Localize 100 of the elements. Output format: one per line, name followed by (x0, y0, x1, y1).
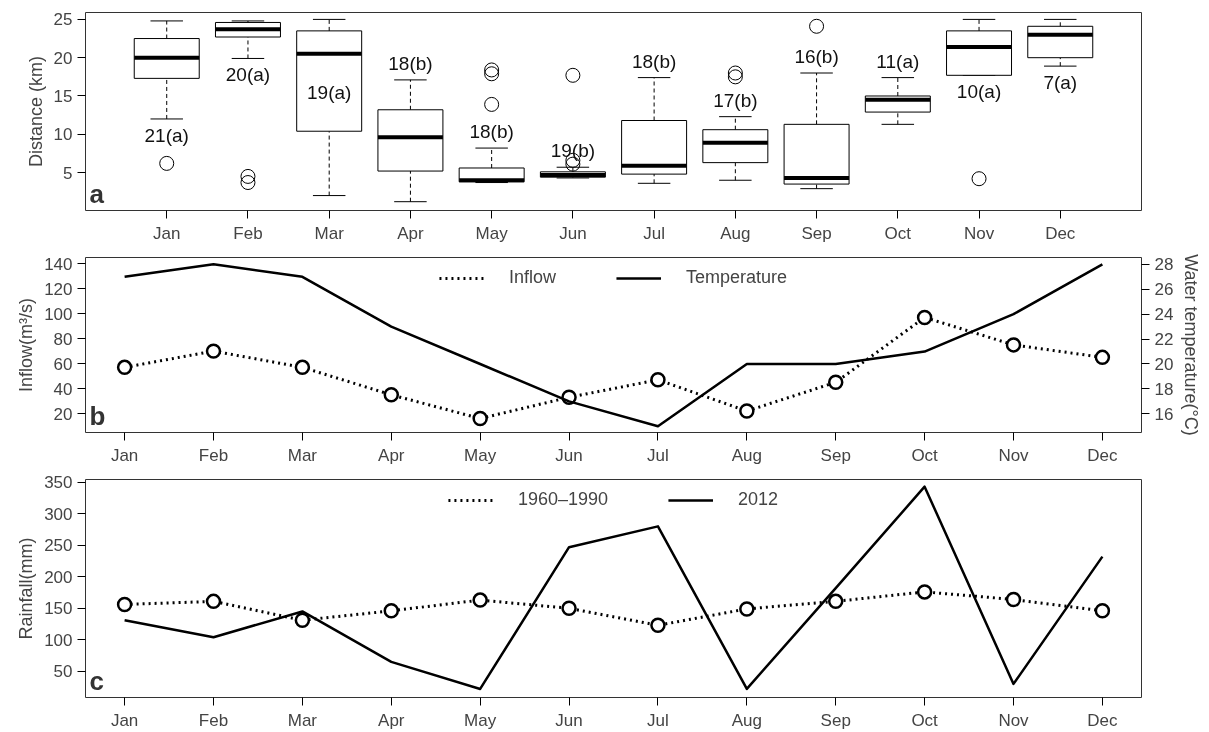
y-tick-label: 15 (53, 86, 73, 106)
y-tick-label: 25 (53, 10, 73, 30)
annotation: 7(a) (1043, 72, 1078, 94)
x-tick-label: Oct (884, 223, 912, 243)
annotation: b (89, 400, 106, 431)
x-tick-label: Oct (911, 710, 939, 730)
x-tick-label: Apr (378, 710, 405, 730)
y-tick-label: 40 (53, 379, 73, 399)
x-tick-label: Jul (643, 223, 665, 243)
x-tick-label: Jun (559, 223, 587, 243)
point (827, 593, 844, 610)
y-tick-label: 140 (44, 254, 73, 274)
point (650, 372, 666, 388)
x-tick-label: Aug (731, 445, 762, 465)
y-axis-title: Rainfall(mm) (16, 537, 37, 640)
x-tick-label: Aug (720, 223, 751, 243)
x-tick-label: Jan (153, 223, 181, 243)
x-tick-label: Nov (963, 223, 995, 243)
y2-tick-label: 28 (1154, 255, 1174, 275)
x-tick-label: Mar (287, 710, 318, 730)
point (294, 359, 311, 376)
x-tick-label: Jun (555, 710, 583, 730)
x-tick-label: Dec (1087, 445, 1118, 465)
x-tick-label: Jan (110, 445, 139, 465)
y-tick-label: 80 (53, 329, 73, 349)
x-tick-label: Dec (1087, 710, 1118, 730)
x-tick-label: Feb (198, 445, 229, 465)
legend-label: 2012 (738, 489, 779, 510)
y2-tick-label: 24 (1154, 305, 1174, 325)
x-tick-label: Apr (378, 445, 405, 465)
x-tick-label: Sep (801, 223, 832, 243)
annotation: a (89, 178, 105, 209)
y2-tick-label: 18 (1154, 379, 1174, 399)
y-tick-label: 250 (44, 536, 73, 556)
y-tick-label: 350 (44, 473, 73, 493)
x-tick-label: Jul (647, 710, 669, 730)
point (472, 592, 488, 608)
y-tick-label: 200 (44, 567, 73, 587)
legend-label: 1960–1990 (517, 489, 609, 510)
line-series (123, 485, 1104, 691)
x-tick-label: Jun (555, 445, 583, 465)
y-tick-label: 300 (44, 504, 73, 524)
y2-tick-label: 16 (1154, 404, 1174, 424)
y-tick-label: 120 (44, 279, 73, 299)
y-tick-label: 100 (44, 304, 73, 324)
x-tick-label: Aug (731, 710, 762, 730)
point (472, 410, 488, 427)
y-tick-label: 5 (63, 163, 73, 183)
point (383, 387, 400, 403)
y-tick-label: 20 (53, 48, 73, 68)
legend-label: Temperature (685, 267, 788, 288)
legend-label: Inflow (508, 267, 556, 288)
annotation: 21(a) (144, 124, 189, 146)
point (294, 612, 311, 628)
y2-axis-title: Water temperature(°C) (1181, 254, 1202, 436)
annotation: c (89, 665, 104, 696)
annotation: 19(b) (550, 140, 596, 162)
x-tick-label: May (475, 223, 509, 243)
annotation: 18(b) (469, 121, 514, 143)
point (1005, 591, 1022, 608)
x-tick-label: May (464, 710, 497, 730)
y-tick-label: 10 (53, 125, 73, 145)
y-tick-label: 60 (53, 354, 73, 374)
x-tick-label: Feb (233, 223, 263, 243)
point (561, 600, 577, 617)
point (739, 403, 755, 419)
x-tick-label: May (464, 445, 497, 465)
y2-tick-label: 22 (1154, 330, 1174, 350)
x-tick-label: Jan (110, 710, 139, 730)
point (1094, 603, 1111, 619)
point (650, 617, 666, 634)
annotation: 19(a) (307, 82, 352, 104)
x-tick-label: Nov (998, 445, 1030, 465)
x-tick-label: Apr (397, 223, 424, 243)
y-tick-label: 100 (44, 630, 73, 650)
line-series (123, 263, 1104, 428)
x-tick-label: Jul (647, 445, 669, 465)
point (116, 359, 133, 376)
point (916, 309, 933, 326)
point (1005, 337, 1022, 353)
x-tick-label: Sep (820, 710, 851, 730)
point (739, 601, 755, 617)
point (916, 584, 933, 600)
x-tick-label: Oct (911, 445, 939, 465)
x-tick-label: Sep (820, 445, 851, 465)
y2-tick-label: 26 (1154, 280, 1174, 300)
y2-tick-label: 20 (1154, 354, 1174, 374)
x-tick-label: Mar (314, 223, 345, 243)
point (205, 343, 222, 359)
y-tick-label: 150 (44, 599, 73, 619)
x-tick-label: Mar (287, 445, 318, 465)
x-tick-label: Dec (1045, 223, 1076, 243)
point (383, 603, 400, 619)
x-tick-label: Feb (198, 710, 229, 730)
y-axis-title: Distance (km) (25, 55, 46, 168)
annotation: 18(b) (631, 50, 677, 72)
annotation: 11(a) (876, 50, 920, 72)
annotation: 10(a) (956, 81, 1002, 103)
annotation: 16(b) (794, 46, 839, 68)
y-axis-title: Inflow(m³/s) (16, 298, 37, 392)
